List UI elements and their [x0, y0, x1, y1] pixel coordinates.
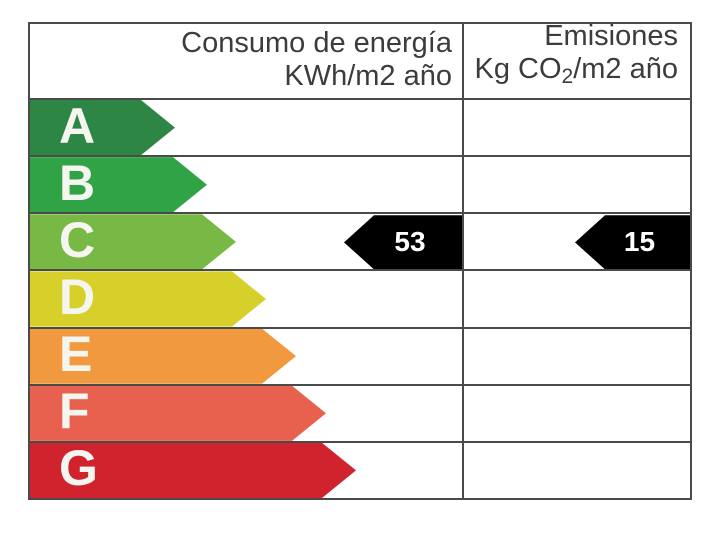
rating-letter-b: B — [59, 154, 96, 211]
rating-arrow-d: D — [30, 271, 266, 326]
rating-letter-d: D — [59, 268, 96, 325]
rating-row-g: G — [30, 443, 690, 498]
emissions-value: 15 — [623, 226, 656, 258]
rating-row-a: A — [30, 100, 690, 158]
rating-arrow-c: C — [30, 214, 236, 269]
header-emissions-line2: Kg CO2/m2 año — [474, 53, 678, 88]
rating-letter-f: F — [59, 383, 90, 440]
consumption-value: 53 — [394, 226, 426, 258]
rating-letter-e: E — [59, 326, 93, 383]
header-emissions: Emisiones Kg CO2/m2 año — [462, 20, 690, 98]
rating-rows: A B C 53 15 D — [30, 100, 690, 498]
header-emissions-line1: Emisiones — [544, 20, 678, 52]
rating-letter-c: C — [59, 211, 96, 268]
rating-row-c: C 53 15 — [30, 214, 690, 272]
rating-letter-g: G — [59, 440, 98, 497]
rating-arrow-f: F — [30, 386, 326, 441]
rating-arrow-e: E — [30, 329, 296, 384]
header-consumption-line2: KWh/m2 año — [284, 60, 452, 92]
table-header: Consumo de energía KWh/m2 año Emisiones … — [30, 20, 690, 100]
rating-arrow-a: A — [30, 100, 175, 155]
co2-subscript: 2 — [561, 65, 574, 88]
header-consumption-line1: Consumo de energía — [181, 27, 452, 59]
rating-letter-a: A — [59, 97, 96, 154]
rating-row-d: D — [30, 271, 690, 329]
consumption-indicator-arrow: 53 — [344, 215, 462, 270]
rating-row-f: F — [30, 386, 690, 443]
emissions-indicator-arrow: 15 — [575, 215, 690, 270]
rating-arrow-b: B — [30, 157, 207, 212]
rating-row-b: B — [30, 157, 690, 215]
rating-arrow-g: G — [30, 443, 356, 498]
column-divider — [462, 24, 464, 498]
rating-row-e: E — [30, 329, 690, 386]
header-consumption: Consumo de energía KWh/m2 año — [30, 27, 462, 98]
label-frame: Consumo de energía KWh/m2 año Emisiones … — [28, 20, 692, 500]
